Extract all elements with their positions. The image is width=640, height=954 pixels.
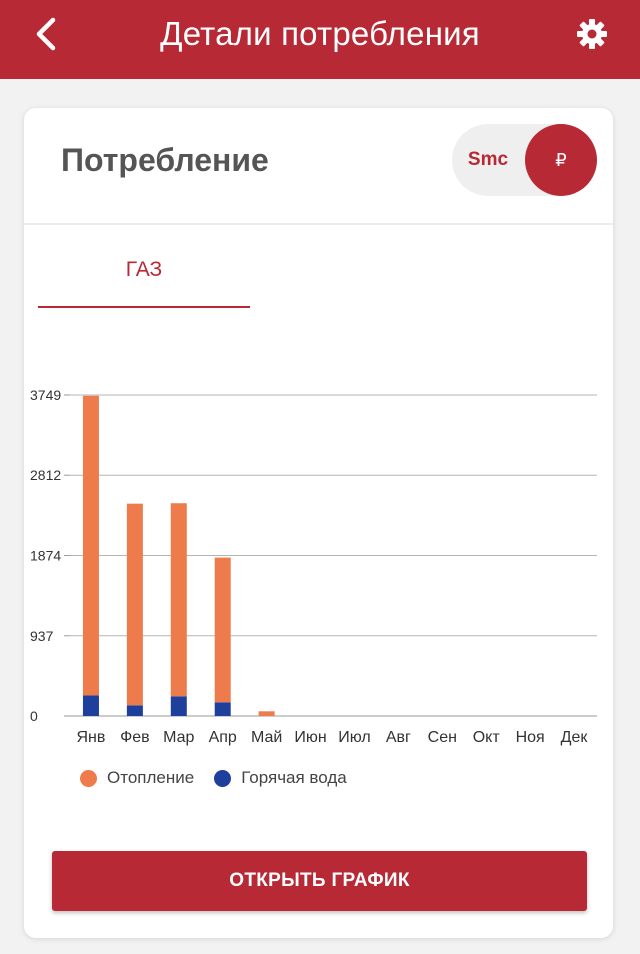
x-tick-label: Апр bbox=[209, 729, 237, 746]
x-tick-label: Май bbox=[251, 729, 282, 746]
open-chart-button[interactable]: ОТКРЫТЬ ГРАФИК bbox=[52, 851, 587, 911]
bar-hot-water[interactable] bbox=[126, 705, 143, 716]
unit-toggle[interactable]: Smc ₽ bbox=[452, 124, 597, 196]
bar-heating[interactable] bbox=[126, 503, 143, 706]
chart-legend: Отопление Горячая вода bbox=[80, 768, 367, 788]
x-tick-label: Сен bbox=[428, 729, 457, 746]
toggle-option-smc[interactable]: Smc bbox=[467, 149, 509, 170]
card-title: Потребление bbox=[61, 142, 269, 178]
app-header: Детали потребления bbox=[0, 0, 640, 79]
consumption-card: Потребление Smc ₽ ГАЗ 0 937 1874 2812 3749 Ян… bbox=[24, 108, 613, 938]
x-tick-label: Июн bbox=[294, 729, 326, 746]
y-tick-label: 3749 bbox=[30, 387, 61, 403]
x-tick-label: Мар bbox=[163, 729, 194, 746]
x-tick-label: Авг bbox=[386, 729, 411, 746]
page-title: Детали потребления bbox=[160, 14, 480, 52]
bar-heating[interactable] bbox=[170, 503, 187, 697]
bar-heating[interactable] bbox=[258, 711, 275, 716]
bar-hot-water[interactable] bbox=[170, 696, 187, 716]
tab-gas[interactable]: ГАЗ bbox=[38, 248, 250, 308]
x-tick-label: Дек bbox=[561, 729, 589, 746]
bar-hot-water[interactable] bbox=[82, 695, 99, 716]
back-button[interactable] bbox=[26, 14, 66, 54]
y-tick-label: 1874 bbox=[30, 548, 61, 564]
card-header: Потребление Smc ₽ bbox=[24, 108, 613, 225]
y-tick-label: 2812 bbox=[30, 467, 61, 483]
x-tick-label: Ноя bbox=[516, 729, 545, 746]
chevron-left-icon bbox=[36, 17, 56, 51]
legend-label-hot-water: Горячая вода bbox=[241, 768, 347, 787]
bar-heating[interactable] bbox=[214, 557, 231, 703]
toggle-option-rub[interactable]: ₽ bbox=[525, 124, 597, 196]
x-tick-label: Фев bbox=[120, 729, 150, 746]
legend-dot-hot-water bbox=[214, 769, 232, 787]
x-tick-label: Окт bbox=[473, 729, 501, 746]
bar-hot-water[interactable] bbox=[214, 702, 231, 716]
legend-item-hot-water: Горячая вода bbox=[214, 768, 347, 788]
y-tick-label: 937 bbox=[30, 628, 54, 644]
settings-button[interactable] bbox=[570, 12, 614, 56]
gear-icon bbox=[577, 19, 607, 49]
consumption-chart: 0 937 1874 2812 3749 Янв Фев Мар Апр Май Июн Июл Авг… bbox=[30, 387, 597, 746]
bar-heating[interactable] bbox=[82, 395, 99, 696]
x-tick-label: Июл bbox=[338, 729, 370, 746]
x-tick-label: Янв bbox=[77, 729, 106, 746]
y-tick-label: 0 bbox=[30, 708, 38, 724]
legend-dot-heating bbox=[80, 769, 97, 787]
legend-label-heating: Отопление bbox=[107, 768, 195, 787]
legend-item-heating: Отопление bbox=[80, 768, 194, 788]
